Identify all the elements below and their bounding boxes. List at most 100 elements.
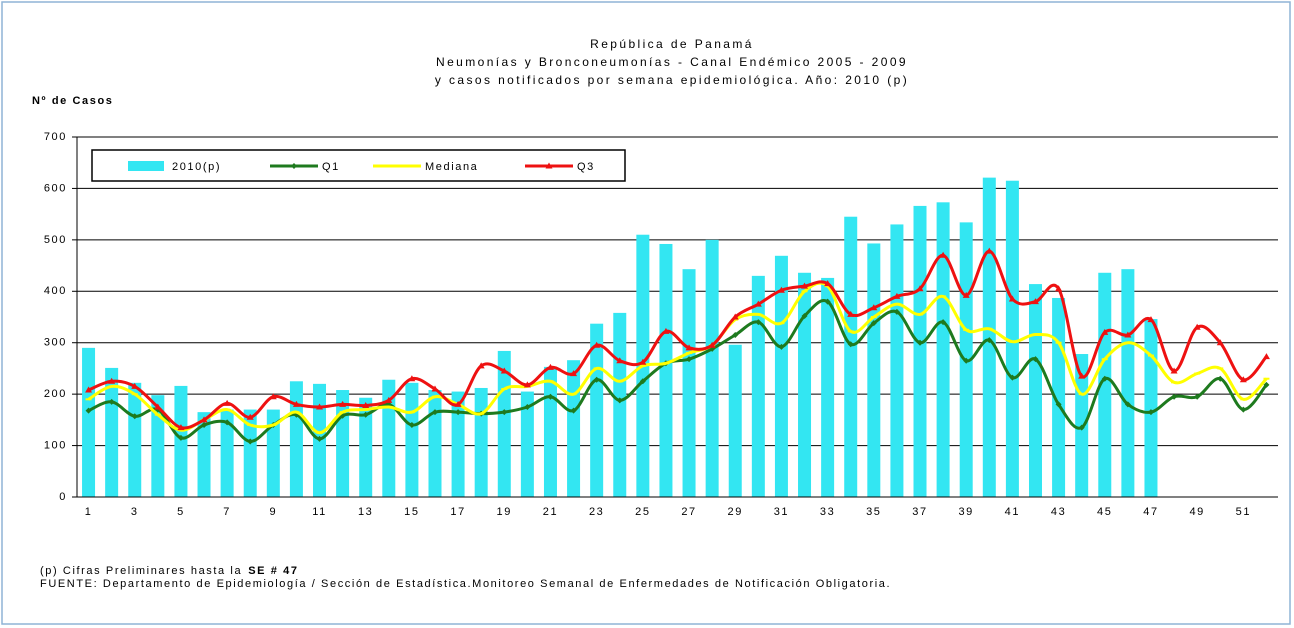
x-tick-label: 21 (543, 506, 558, 518)
x-tick-label: 41 (1005, 506, 1020, 518)
bar (751, 275, 765, 497)
marker (1171, 393, 1178, 400)
marker (1193, 323, 1201, 330)
chart-title: Neumonías y Bronconeumonías - Canal Endé… (436, 55, 908, 69)
marker (616, 357, 624, 364)
bar (128, 382, 142, 497)
marker (1008, 295, 1016, 302)
marker (731, 313, 739, 320)
marker (85, 386, 93, 393)
marker (893, 308, 900, 315)
marker (639, 378, 646, 385)
marker (177, 424, 185, 431)
bar (243, 409, 257, 497)
legend-swatch (128, 161, 164, 171)
y-tick-label: 300 (44, 337, 67, 349)
bar (821, 277, 835, 497)
marker (1124, 401, 1131, 408)
marker (108, 398, 115, 405)
x-tick-label: 9 (269, 506, 277, 518)
marker (292, 400, 300, 407)
marker (362, 401, 370, 408)
marker (1147, 409, 1154, 416)
legend-label: Q3 (577, 161, 595, 173)
bar (913, 205, 927, 497)
bar (567, 360, 581, 497)
marker (454, 400, 462, 407)
marker (616, 397, 623, 404)
marker (408, 375, 416, 382)
x-tick-label: 27 (681, 506, 696, 518)
marker (1124, 331, 1132, 338)
marker (523, 381, 531, 388)
marker (755, 319, 762, 326)
marker (131, 382, 139, 389)
y-tick-label: 400 (44, 285, 67, 297)
marker (1078, 424, 1085, 431)
marker (1055, 285, 1063, 292)
marker (1032, 356, 1039, 363)
marker (847, 310, 855, 317)
marker (1262, 353, 1270, 360)
marker (986, 337, 993, 344)
x-tick-label: 33 (820, 506, 835, 518)
bar (474, 387, 488, 497)
marker (431, 385, 439, 392)
source: FUENTE: Departamento de Epidemiología / … (40, 578, 891, 590)
marker (940, 319, 947, 326)
marker (131, 413, 138, 420)
chart-title: y casos notificados por semana epidemiol… (435, 73, 909, 87)
bar (705, 239, 719, 497)
marker (547, 393, 554, 400)
marker (291, 163, 297, 169)
bar (220, 409, 234, 497)
marker (917, 339, 924, 346)
marker (224, 419, 231, 426)
line (87, 281, 1268, 435)
x-tick-label: 51 (1236, 506, 1251, 518)
x-tick-label: 19 (497, 506, 512, 518)
bar (728, 344, 742, 497)
marker (593, 341, 601, 348)
marker (570, 407, 577, 414)
bar (867, 243, 881, 497)
y-tick-label: 700 (44, 131, 67, 143)
marker (501, 409, 508, 416)
legend-label: Q1 (322, 161, 340, 173)
marker (639, 358, 647, 365)
marker (662, 327, 670, 334)
marker (200, 416, 208, 423)
marker (1101, 375, 1108, 382)
marker (824, 298, 831, 305)
legend: 2010(p) Q1 Mediana Q3 (91, 149, 626, 182)
x-tick-label: 11 (312, 506, 327, 518)
marker (455, 409, 462, 416)
marker (1031, 298, 1039, 305)
marker (708, 341, 716, 348)
marker (870, 320, 877, 327)
marker (154, 403, 162, 410)
marker (824, 280, 832, 287)
bar (428, 390, 442, 497)
bar (1121, 269, 1135, 497)
bar (405, 382, 419, 497)
y-tick-label: 200 (44, 388, 67, 400)
bar (451, 391, 465, 497)
bar (520, 391, 534, 497)
legend-label: 2010(p) (172, 161, 221, 173)
marker (686, 356, 693, 363)
x-tick-label: 1 (85, 506, 93, 518)
note: (p) Cifras Preliminares hasta la SE # 47 (40, 565, 299, 577)
marker (685, 344, 693, 351)
x-tick-label: 35 (866, 506, 881, 518)
x-tick-label: 29 (728, 506, 743, 518)
x-tick-label: 39 (958, 506, 973, 518)
x-tick-label: 49 (1189, 506, 1204, 518)
marker (385, 396, 393, 403)
bar (613, 312, 627, 497)
marker (431, 409, 438, 416)
marker (546, 363, 554, 370)
x-tick-label: 23 (589, 506, 604, 518)
bar (82, 347, 96, 497)
